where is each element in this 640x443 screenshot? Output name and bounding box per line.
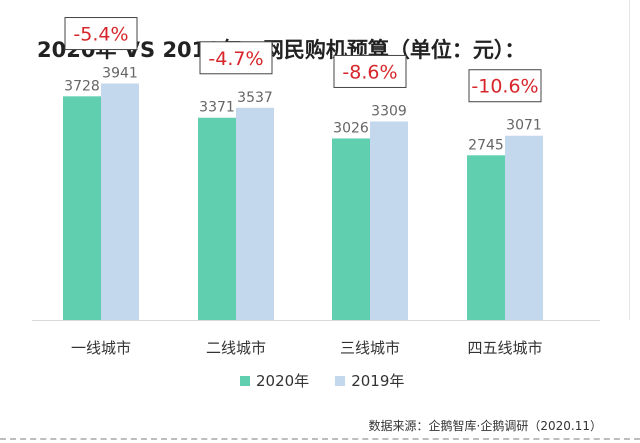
change-box-1 <box>199 41 273 75</box>
change-label-0: -5.4% <box>73 24 128 46</box>
change-box-3 <box>468 69 542 103</box>
bar-2019-3 <box>505 135 543 320</box>
legend-label-2019: 2019年 <box>351 372 405 390</box>
bar-2020-1 <box>198 117 236 321</box>
change-box-0 <box>64 17 138 51</box>
category-label-2: 三线城市 <box>340 339 400 357</box>
bar-2020-3 <box>467 155 505 320</box>
chart-legend: 2020年 2019年 <box>240 370 430 391</box>
legend-item-2020: 2020年 <box>240 370 309 391</box>
change-label-1: -4.7% <box>208 48 263 70</box>
value-label-2020-1: 3371 <box>199 100 235 116</box>
value-label-2020-2: 3026 <box>333 120 369 136</box>
value-label-2019-3: 3071 <box>506 118 542 134</box>
bar-2020-2 <box>332 138 370 320</box>
right-divider <box>629 0 630 320</box>
value-label-2019-1: 3537 <box>237 90 273 106</box>
data-source-note: 数据来源：企鹅智库·企鹅调研（2020.11） <box>368 419 602 433</box>
bar-2019-2 <box>370 121 408 321</box>
change-label-2: -8.6% <box>342 61 397 83</box>
legend-swatch-2020 <box>240 375 250 386</box>
category-label-0: 一线城市 <box>71 339 131 357</box>
category-label-3: 四五线城市 <box>467 339 542 357</box>
value-label-2019-0: 3941 <box>102 66 138 82</box>
bottom-dashed-divider <box>0 438 640 440</box>
bar-2020-0 <box>63 96 101 320</box>
change-box-2 <box>333 54 407 88</box>
value-label-2020-0: 3728 <box>64 78 100 94</box>
change-label-3: -10.6% <box>471 76 538 98</box>
legend-label-2020: 2020年 <box>256 372 310 390</box>
legend-swatch-2019 <box>335 375 346 386</box>
category-label-1: 二线城市 <box>206 339 266 357</box>
legend-item-2019: 2019年 <box>335 370 404 391</box>
bar-2019-1 <box>236 107 274 320</box>
value-label-2020-3: 2745 <box>468 137 504 153</box>
value-label-2019-2: 3309 <box>371 103 407 119</box>
bar-2019-0 <box>101 83 139 320</box>
